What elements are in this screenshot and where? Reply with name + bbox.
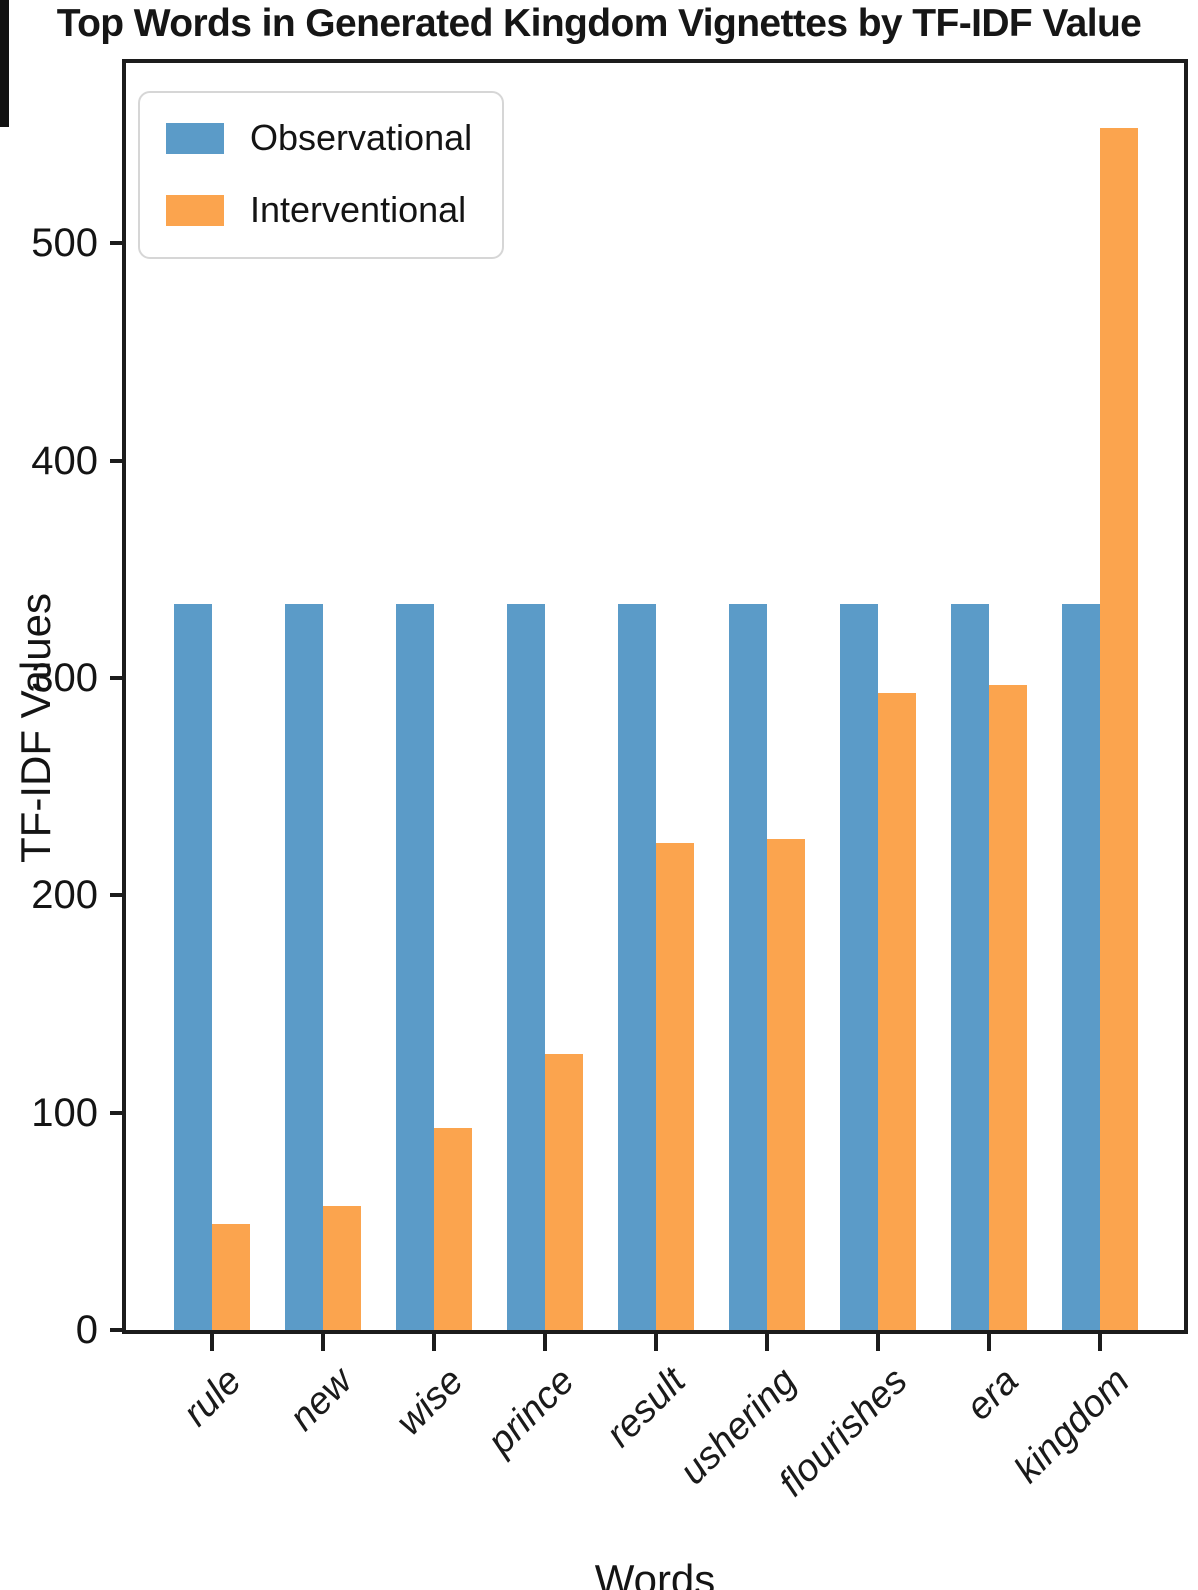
x-tick-mark-prince [542,1334,547,1351]
x-tick-mark-rule [210,1334,214,1351]
legend-box: Observational Interventional [138,91,505,259]
x-tick-label-result: result [598,1360,694,1456]
legend-swatch-interventional [166,194,224,226]
y-tick-mark-0 [110,1328,124,1332]
legend-label: Observational [250,117,473,158]
bar-interventional-ushering [766,838,805,1330]
plot-area: Observational Interventional 0 100 200 300 40… [31,59,1188,1505]
bar-observational-ushering [728,604,767,1330]
x-tick-label-era: era [958,1360,1027,1429]
y-tick-label-300: 300 [31,656,98,701]
x-tick-mark-flourishes [875,1334,880,1351]
x-tick-mark-ushering [764,1334,769,1351]
x-tick-label-rule: rule [175,1360,250,1435]
y-tick-mark-500 [110,241,124,246]
bar-observational-era [950,604,989,1330]
bar-interventional-new [322,1206,361,1330]
x-tick-label-new: new [281,1360,361,1439]
x-tick-mark-era [986,1334,991,1351]
bar-observational-wise [395,604,434,1330]
x-tick-label-prince: prince [479,1360,583,1463]
x-tick-mark-kingdom [1097,1334,1102,1351]
x-axis-label: Words [594,1556,716,1590]
bar-observational-new [284,604,323,1330]
legend-item-interventional: Interventional [166,189,472,231]
bar-observational-kingdom [1061,604,1100,1330]
legend-swatch-observational [166,122,224,154]
bar-interventional-wise [433,1127,472,1330]
legend-label: Interventional [250,189,467,230]
bar-interventional-prince [544,1054,583,1330]
y-tick-label-0: 0 [75,1308,98,1352]
bar-interventional-era [988,684,1027,1330]
bar-observational-prince [506,604,545,1330]
bar-interventional-kingdom [1099,128,1138,1330]
chart-title: Top Words in Generated Kingdom Vignettes… [56,2,1142,45]
x-tick-mark-wise [431,1334,436,1351]
bar-observational-rule [174,604,212,1330]
x-tick-label-wise: wise [388,1360,472,1444]
bar-interventional-rule [212,1223,250,1330]
legend-item-observational: Observational [166,117,472,159]
bar-observational-flourishes [839,604,878,1330]
y-tick-mark-400 [110,458,124,463]
y-tick-label-400: 400 [31,438,98,483]
bar-interventional-flourishes [877,693,916,1330]
x-tick-label-kingdom: kingdom [1006,1360,1138,1492]
y-tick-label-100: 100 [31,1090,98,1135]
page-edge-artifact [0,0,9,127]
bar-interventional-result [655,843,694,1330]
y-tick-mark-200 [110,893,124,898]
y-axis-label: TF-IDF Values [12,593,59,863]
y-tick-mark-300 [110,676,124,681]
y-tick-label-500: 500 [31,221,98,266]
x-tick-mark-result [653,1334,658,1351]
y-tick-label-200: 200 [31,873,98,918]
bar-observational-result [617,604,656,1330]
y-tick-mark-100 [110,1110,124,1115]
x-tick-mark-new [320,1334,325,1351]
